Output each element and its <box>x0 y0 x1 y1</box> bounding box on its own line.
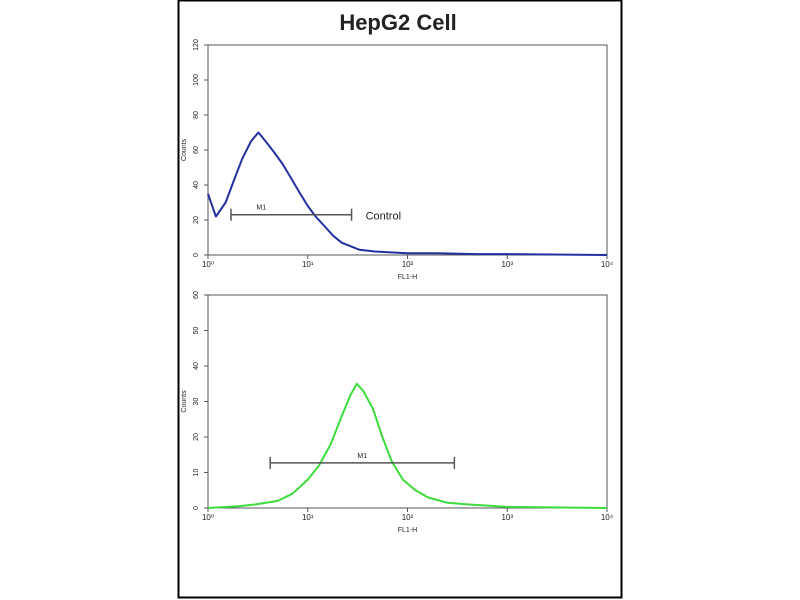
x-axis-label: FL1-H <box>398 527 417 534</box>
y-tick-label: 30 <box>193 398 200 406</box>
y-tick-label: 10 <box>193 469 200 477</box>
y-tick-label: 60 <box>193 146 200 154</box>
y-tick-label: 100 <box>193 74 200 86</box>
y-tick-label: 20 <box>193 433 200 441</box>
x-tick-label: 10⁴ <box>601 513 614 522</box>
histogram-line <box>207 382 608 509</box>
frame <box>177 0 623 599</box>
y-tick-label: 20 <box>193 216 200 224</box>
figure-title: HepG2 Cell <box>339 10 456 35</box>
histogram-line <box>207 131 608 256</box>
x-tick-label: 10⁰ <box>202 260 214 269</box>
gate-label: M1 <box>357 453 367 460</box>
x-tick-label: 10³ <box>501 513 513 522</box>
y-tick-label: 120 <box>193 39 200 51</box>
x-tick-label: 10⁴ <box>601 260 614 269</box>
x-tick-label: 10¹ <box>302 513 314 522</box>
y-tick-label: 0 <box>193 506 200 510</box>
y-tick-label: 60 <box>193 291 200 299</box>
annotation: Control <box>366 211 401 223</box>
x-axis-label: FL1-H <box>398 274 417 281</box>
x-tick-label: 10⁰ <box>202 513 214 522</box>
x-tick-label: 10³ <box>501 260 513 269</box>
y-tick-label: 40 <box>193 181 200 189</box>
y-tick-label: 80 <box>193 111 200 119</box>
y-tick-label: 40 <box>193 362 200 370</box>
y-axis-label: Counts <box>181 138 188 161</box>
x-tick-label: 10² <box>402 513 414 522</box>
y-tick-label: 50 <box>193 327 200 335</box>
y-tick-label: 0 <box>193 253 200 257</box>
x-tick-label: 10² <box>402 260 414 269</box>
x-tick-label: 10¹ <box>302 260 314 269</box>
gate-label: M1 <box>256 205 266 212</box>
y-axis-label: Counts <box>181 390 188 413</box>
